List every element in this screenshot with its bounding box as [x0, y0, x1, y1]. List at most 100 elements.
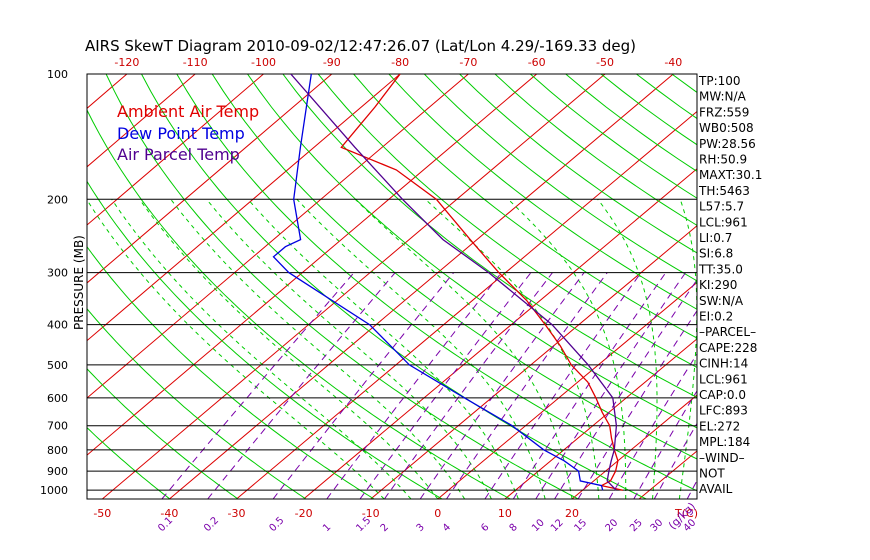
top-temperature-tick: -120	[114, 56, 139, 69]
moist-adiabat-line	[354, 198, 573, 499]
mixing-ratio-line	[446, 272, 608, 499]
mixing-ratio-line	[419, 272, 585, 499]
sounding-index: EL:272	[699, 419, 740, 433]
pressure-tick: 300	[47, 267, 68, 280]
mixing-ratio-line	[484, 272, 642, 499]
bottom-temperature-tick: -20	[295, 507, 313, 520]
dry-adiabat-line	[87, 308, 307, 499]
top-temperature-tick: -100	[251, 56, 276, 69]
dry-adiabat-line	[813, 74, 870, 499]
isotherm-line	[773, 74, 870, 499]
mixing-ratio-tick: 12	[549, 517, 566, 534]
dry-adiabat-line	[459, 74, 697, 254]
isotherm-line	[87, 74, 264, 226]
dry-adiabat-line	[388, 74, 697, 310]
legend-air-parcel-temp: Air Parcel Temp	[117, 145, 240, 164]
dry-adiabat-line	[87, 368, 239, 499]
bottom-temperature-tick: -50	[93, 507, 111, 520]
sounding-index: MAXT:30.1	[699, 168, 762, 182]
mixing-ratio-tick: 0.5	[267, 515, 286, 534]
bottom-temperature-tick: 10	[498, 507, 512, 520]
isotherm-line	[87, 74, 401, 342]
isotherm-line	[571, 394, 697, 499]
chart-title: AIRS SkewT Diagram 2010-09-02/12:47:26.0…	[85, 37, 636, 55]
sounding-index: LI:0.7	[699, 231, 732, 245]
pressure-tick: 800	[47, 444, 68, 457]
dry-adiabat-line	[494, 74, 697, 226]
isotherm-line	[87, 74, 469, 399]
sounding-index: SI:6.8	[699, 247, 733, 261]
sounding-index: RH:50.9	[699, 153, 747, 167]
mixing-ratio-tick: 3	[415, 522, 427, 534]
isotherm-line	[370, 225, 697, 499]
sounding-index: AVAIL	[699, 482, 733, 496]
dry-adiabat-line	[778, 74, 870, 499]
mixing-ratio-tick: 1	[321, 522, 333, 534]
top-temperature-tick: -60	[528, 56, 546, 69]
sounding-index: FRZ:559	[699, 105, 749, 119]
isotherm-line	[169, 74, 674, 499]
moist-adiabat-line	[206, 198, 492, 499]
mixing-ratio-line	[577, 309, 697, 499]
dry-adiabat-line	[176, 74, 697, 492]
top-temperature-tick: -90	[323, 56, 341, 69]
bottom-temperature-axis: -50 -40 -30 -20 -10 0 10 20	[93, 507, 579, 520]
mixing-ratio-line	[272, 272, 455, 499]
mixing-ratio-tick: 30	[649, 517, 666, 534]
mixing-ratio-line	[608, 353, 697, 499]
moist-adiabat-line	[139, 199, 439, 499]
bottom-temperature-tick: -40	[160, 507, 178, 520]
dry-adiabat-line	[211, 74, 697, 460]
isotherm-line	[303, 168, 697, 499]
sounding-index: MW:N/A	[699, 90, 747, 104]
ambient-air-temp-line	[340, 74, 624, 491]
sounding-series	[272, 74, 624, 491]
isotherm-line	[87, 74, 538, 456]
dry-adiabat-line	[317, 74, 697, 369]
mixing-ratio-line	[554, 278, 697, 499]
mixing-ratio-line	[633, 389, 697, 499]
dry-adiabat-line	[141, 74, 647, 499]
pressure-tick: 400	[47, 319, 68, 332]
dry-adiabat-line	[247, 74, 697, 429]
sounding-index: –PARCEL–	[699, 325, 756, 339]
dry-adiabat-line	[87, 180, 443, 499]
mixing-ratio-line	[161, 272, 355, 499]
mixing-ratio-tick: 4	[441, 522, 453, 534]
sounding-index: L57:5.7	[699, 200, 744, 214]
dry-adiabat-line	[105, 74, 579, 499]
moist-adiabat-line	[597, 198, 658, 499]
sounding-index: LCL:961	[699, 372, 748, 386]
mixing-ratio-line	[383, 272, 553, 499]
dry-adiabat-line	[423, 74, 697, 282]
moist-adiabat-line	[507, 198, 627, 499]
bottom-temperature-tick: -30	[228, 507, 246, 520]
isotherm-line	[87, 74, 128, 109]
sounding-index: CINH:14	[699, 357, 748, 371]
pressure-tick: 700	[47, 420, 68, 433]
sounding-index: –WIND–	[699, 451, 745, 465]
moist-adiabat-line	[425, 198, 600, 499]
isotherm-line	[236, 110, 697, 499]
dry-adiabat-line	[353, 74, 697, 339]
dry-adiabat-line	[743, 74, 870, 499]
pressure-tick: 600	[47, 392, 68, 405]
legend-dew-point-temp: Dew Point Temp	[117, 124, 245, 143]
top-temperature-tick: -40	[664, 56, 682, 69]
mixing-ratio-line	[653, 422, 697, 499]
pressure-tick: 900	[47, 465, 68, 478]
top-temperature-tick: -110	[183, 56, 208, 69]
air-parcel-temp-line	[290, 74, 618, 491]
temperature-unit-label: T(C)	[674, 507, 698, 520]
isotherm-line	[437, 281, 697, 499]
isotherm-line	[87, 74, 196, 168]
sounding-index: MPL:184	[699, 435, 750, 449]
sounding-index: SW:N/A	[699, 294, 744, 308]
mixing-ratio-tick: 8	[508, 522, 520, 534]
mixing-ratio-tick: 0.2	[202, 515, 221, 534]
bottom-temperature-tick: 20	[565, 507, 579, 520]
mixing-ratio-line	[326, 272, 502, 499]
mixing-ratio-line	[535, 272, 687, 499]
top-temperature-tick: -70	[459, 56, 477, 69]
